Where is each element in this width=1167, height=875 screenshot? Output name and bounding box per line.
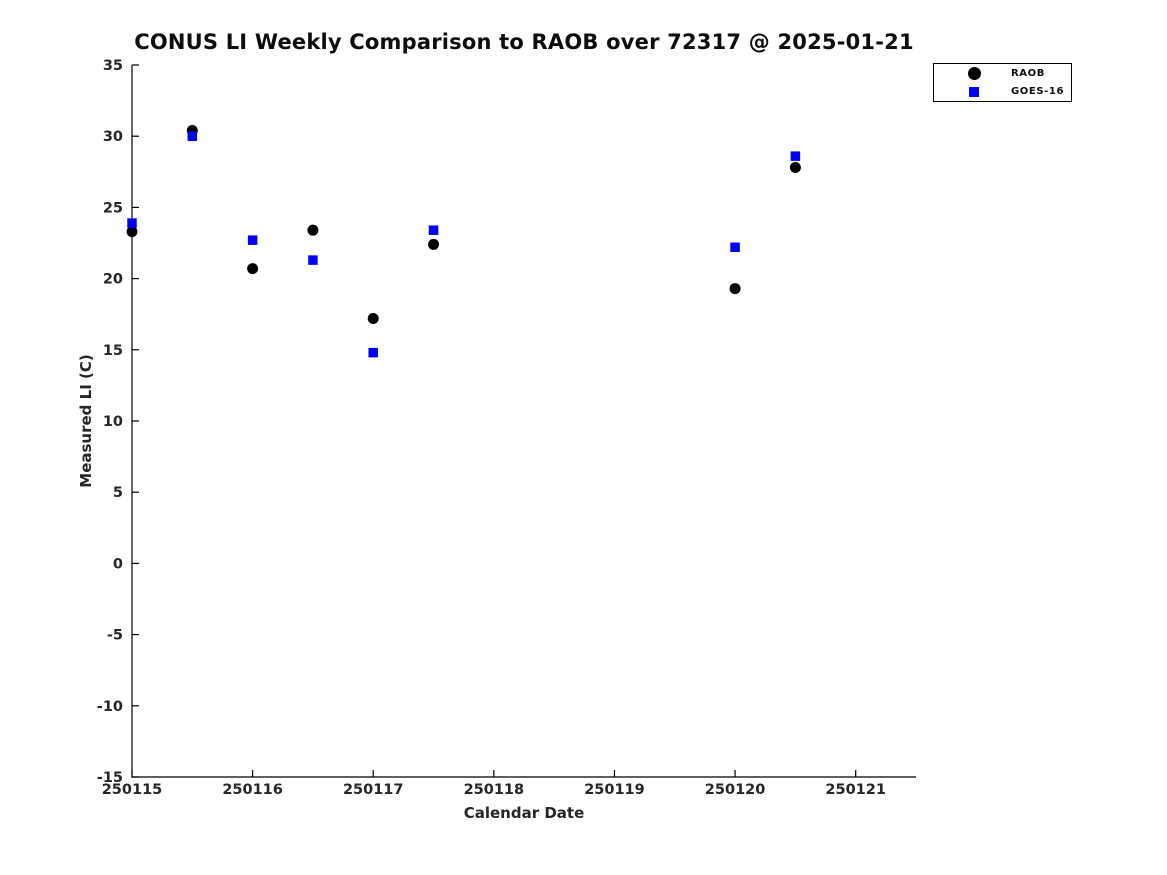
y-tick-label: 35 bbox=[103, 58, 123, 74]
data-point-goes-16 bbox=[428, 225, 439, 235]
x-tick-label: 250116 bbox=[222, 782, 283, 798]
legend-row-goes-16: GOES-16 bbox=[934, 84, 1071, 100]
raob-circle-marker-icon bbox=[967, 67, 981, 80]
legend-label-goes-16: GOES-16 bbox=[1011, 86, 1065, 97]
y-tick-label: -10 bbox=[97, 699, 123, 715]
data-point-goes-16 bbox=[308, 255, 318, 265]
x-tick-label: 250121 bbox=[825, 782, 886, 798]
legend: RAOB GOES-16 bbox=[933, 63, 1072, 102]
x-tick-label: 250117 bbox=[343, 782, 404, 798]
data-point-raob bbox=[247, 263, 259, 275]
legend-row-raob: RAOB bbox=[934, 66, 1071, 82]
data-point-goes-16 bbox=[790, 151, 801, 161]
y-tick-label: 15 bbox=[103, 343, 123, 359]
chart-title: CONUS LI Weekly Comparison to RAOB over … bbox=[134, 30, 914, 54]
x-tick-label: 250119 bbox=[584, 782, 645, 798]
x-tick-label: 250118 bbox=[464, 782, 525, 798]
data-point-raob bbox=[428, 238, 440, 250]
x-tick-label: 250115 bbox=[102, 782, 163, 798]
y-tick-label: -5 bbox=[107, 628, 123, 644]
y-tick-label: 10 bbox=[103, 414, 123, 430]
data-point-raob bbox=[307, 224, 319, 236]
data-point-raob bbox=[729, 283, 741, 295]
data-point-goes-16 bbox=[247, 235, 258, 245]
y-tick-label: 30 bbox=[103, 129, 123, 145]
y-tick-label: -15 bbox=[97, 770, 123, 786]
legend-label-raob: RAOB bbox=[1011, 68, 1045, 79]
goes-16-square-marker-icon bbox=[969, 86, 979, 97]
y-tick-label: 25 bbox=[103, 200, 123, 216]
data-point-goes-16 bbox=[368, 347, 378, 358]
y-tick-label: 5 bbox=[113, 485, 123, 501]
x-tick-label: 250120 bbox=[705, 782, 766, 798]
data-point-goes-16 bbox=[730, 242, 740, 253]
data-point-goes-16 bbox=[187, 131, 198, 141]
data-point-raob bbox=[126, 226, 138, 238]
x-axis-label: Calendar Date bbox=[463, 804, 585, 822]
data-point-raob bbox=[367, 312, 379, 324]
data-point-goes-16 bbox=[127, 218, 137, 228]
data-point-raob bbox=[789, 162, 801, 174]
y-tick-label: 20 bbox=[103, 272, 123, 288]
y-tick-label: 0 bbox=[113, 556, 123, 572]
